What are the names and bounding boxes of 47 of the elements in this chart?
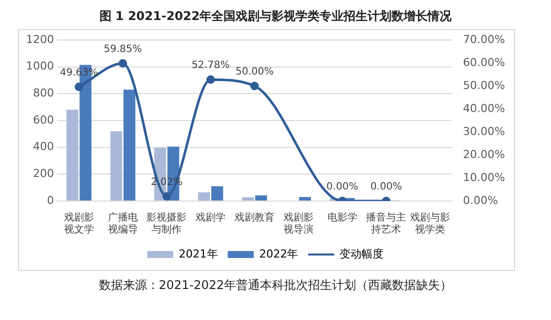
bar [211, 186, 224, 200]
source-note: 数据来源：2021-2022年普通本科批次招生计划（西藏数据缺失） [98, 277, 454, 294]
point [206, 75, 215, 84]
bar [123, 90, 136, 200]
data-label: 0.00% [326, 182, 358, 193]
legend-label: 2022年 [259, 247, 298, 260]
x-tick-label: 戏剧教育 [234, 212, 275, 224]
y2-tick-label: 10.00% [463, 170, 506, 184]
point [118, 59, 128, 68]
y-tick-label: 1200 [26, 32, 54, 46]
x-tick-label: 影视摄影与制作 [146, 212, 187, 236]
chart-title: 图 1 2021-2022年全国戏剧与影视学类专业招生计划数增长情况 [98, 8, 453, 25]
bar [242, 197, 254, 200]
bar [66, 110, 78, 200]
data-label: 59.85% [104, 44, 142, 55]
y2-tick-label: 20.00% [463, 148, 506, 161]
y-tick-label: 600 [32, 113, 54, 126]
x-tick-label: 广播电视编导 [108, 212, 138, 236]
bar [255, 195, 268, 200]
x-tick-label: 戏剧与影视学类 [410, 212, 450, 236]
x-tick-label: 戏剧学 [196, 212, 226, 224]
y2-tick-label: 40.00% [463, 102, 506, 115]
bar [299, 196, 311, 200]
x-tick-label: 戏剧影视文学 [64, 212, 94, 236]
data-label: 0.00% [370, 182, 402, 193]
point [250, 82, 259, 90]
y-tick-label: 800 [32, 86, 54, 100]
bar [110, 131, 122, 200]
y2-tick-label: 0.00% [463, 194, 498, 207]
y2-tick-label: 50.00% [463, 78, 506, 92]
y2-tick-label: 70.00% [463, 32, 506, 46]
y-tick-label: 200 [32, 167, 54, 180]
bar [198, 192, 210, 200]
y-tick-label: 1000 [26, 60, 54, 73]
data-label: 50.00% [235, 66, 274, 78]
y-tick-label: 400 [32, 140, 54, 154]
x-tick-label: 戏剧影视导演 [283, 212, 314, 236]
legend-label: 变动幅度 [340, 247, 384, 260]
legend-label: 2021年 [178, 247, 218, 260]
data-label: 52.78% [192, 60, 230, 72]
x-tick-label: 电影学 [327, 212, 358, 224]
point [74, 82, 84, 92]
x-tick-label: 播音与主持艺术 [366, 212, 406, 236]
y-tick-label: 0 [46, 194, 54, 207]
y2-tick-label: 60.00% [463, 56, 506, 69]
y2-tick-label: 30.00% [463, 124, 506, 138]
data-label: 2.02% [150, 176, 183, 188]
